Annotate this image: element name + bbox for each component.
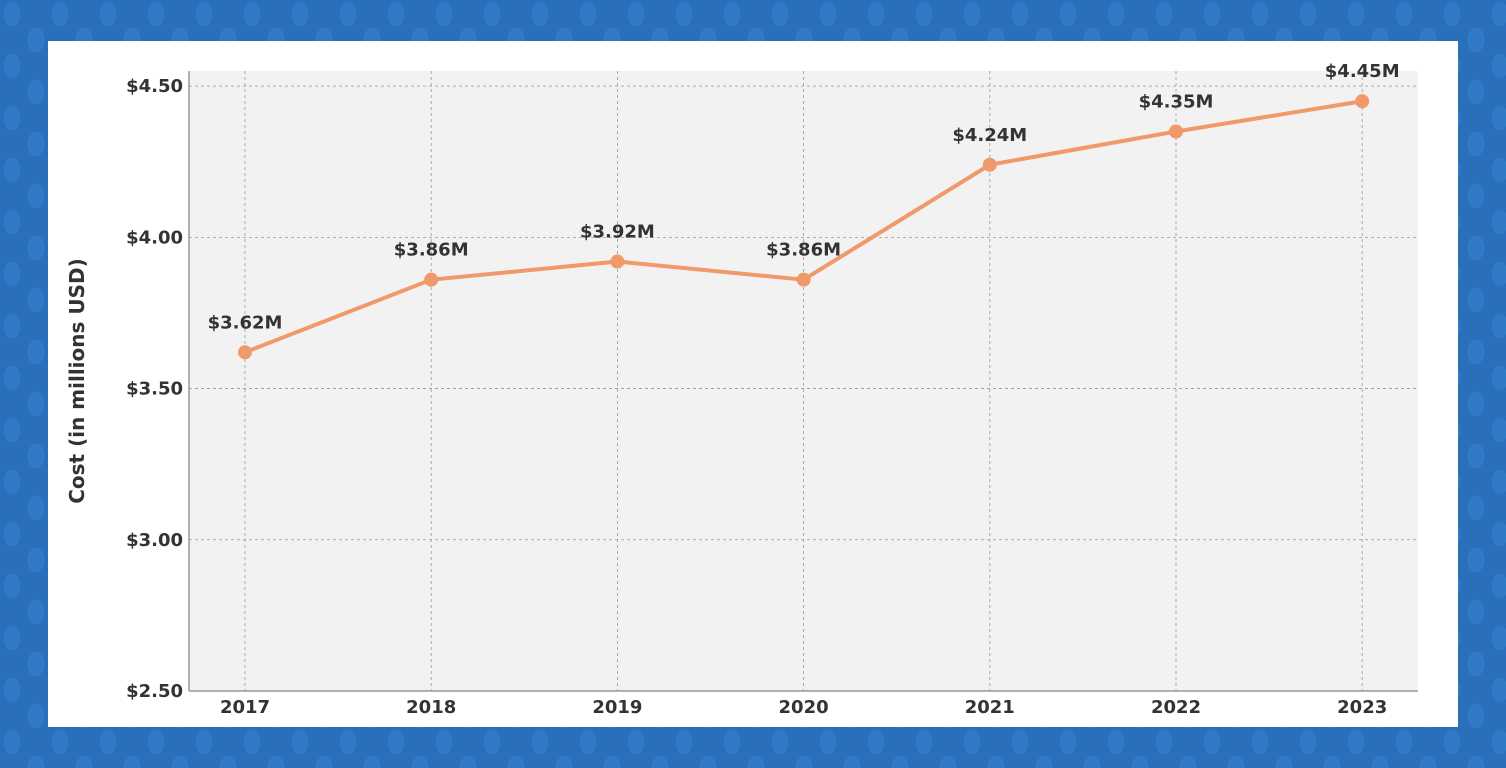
data-point — [796, 272, 811, 287]
data-point — [424, 272, 439, 287]
x-tick-label: 2019 — [592, 697, 642, 718]
x-tick-label: 2017 — [220, 697, 270, 718]
chart-card: $2.50 $3.00 $3.50 $4.00 $4.50 2017 2018 2019 20… — [48, 41, 1458, 727]
data-point — [1169, 124, 1183, 139]
data-label: $4.35M — [1139, 91, 1214, 112]
x-tick-label: 2021 — [965, 697, 1015, 718]
x-tick-label: 2022 — [1151, 697, 1201, 718]
vertical-gridlines — [244, 71, 1363, 691]
y-tick-label: $4.00 — [126, 227, 183, 248]
data-labels: $3.62M $3.86M $3.92M $3.86M $4.24M $4.35M $4.4… — [208, 61, 1400, 333]
data-point — [982, 157, 997, 172]
data-point — [238, 345, 252, 360]
data-point — [1355, 94, 1370, 109]
data-label: $3.86M — [394, 240, 469, 261]
y-tick-label: $2.50 — [126, 681, 183, 702]
y-tick-label: $4.50 — [126, 76, 183, 97]
data-label: $3.86M — [766, 240, 841, 261]
data-points — [238, 94, 1370, 360]
y-tick-labels: $2.50 $3.00 $3.50 $4.00 $4.50 — [126, 76, 183, 702]
line-chart: $2.50$3.00$3.50$4.00$4.50 2017 2018 2019 20… — [65, 61, 1418, 718]
x-tick-label: 2020 — [779, 697, 829, 718]
y-tick-label: $3.00 — [126, 530, 183, 551]
x-tick-labels: 2017 2018 2019 2020 2021 2022 2023 — [220, 697, 1387, 718]
x-tick-label: 2023 — [1337, 697, 1387, 718]
data-label: $4.24M — [952, 125, 1027, 146]
x-tick-label: 2018 — [406, 697, 456, 718]
data-label: $3.62M — [208, 312, 283, 333]
horizontal-gridlines — [189, 85, 1418, 541]
y-tick-label: $3.50 — [126, 379, 183, 400]
y-axis-title: Cost (in millions USD) — [65, 258, 89, 504]
data-point — [610, 254, 625, 269]
data-label: $4.45M — [1325, 61, 1400, 82]
data-label: $3.92M — [580, 222, 655, 243]
